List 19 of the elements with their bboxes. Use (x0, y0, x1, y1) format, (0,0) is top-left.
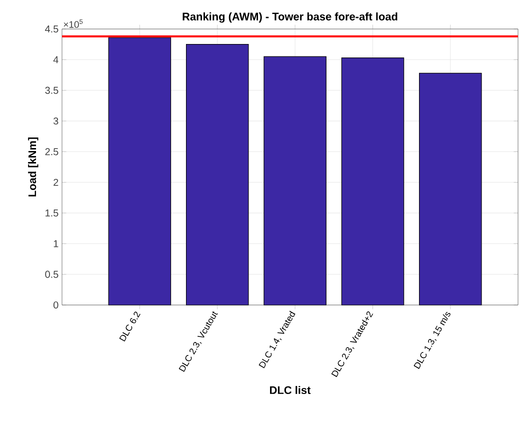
y-axis-title: Load [kNm] (28, 137, 38, 196)
y-tick-label: 2.5 (45, 148, 58, 156)
bar (341, 58, 404, 306)
y-tick-label: 0 (53, 301, 58, 309)
y-tick-label: 3 (53, 117, 58, 125)
chart-title: Ranking (AWM) - Tower base fore-aft load (182, 12, 398, 23)
bar (186, 44, 249, 306)
y-tick-label: 2 (54, 178, 58, 186)
y-tick-label: 4.5 (45, 26, 58, 32)
bar (108, 37, 172, 306)
y-tick-label: 0.5 (45, 270, 58, 278)
bar (264, 56, 326, 306)
y-tick-label: 4 (53, 56, 58, 64)
text: ×10$^{5}$ (64, 19, 83, 28)
y-tick-label: 1.5 (46, 210, 58, 216)
x-axis-title: DLC list (270, 386, 311, 394)
y-tick-label: 3.5 (45, 86, 58, 94)
bar (419, 72, 482, 306)
y-tick-label: 1 (54, 240, 58, 248)
